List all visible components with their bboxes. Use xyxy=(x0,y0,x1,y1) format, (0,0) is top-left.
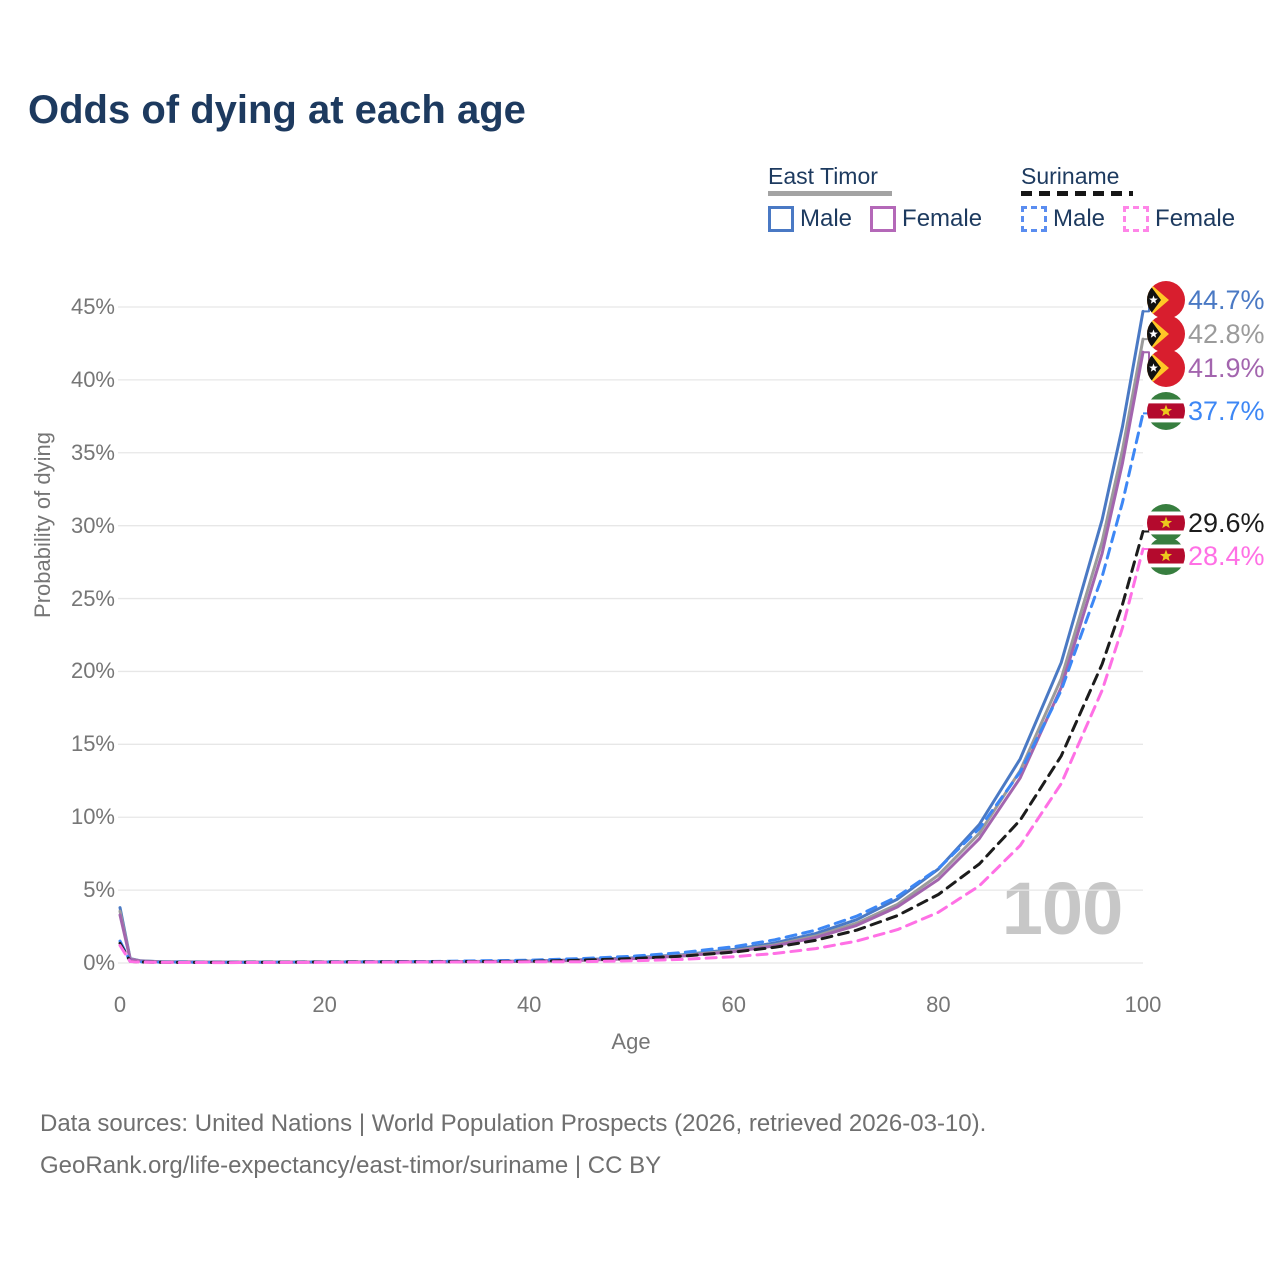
suriname-line-swatch xyxy=(1021,191,1133,196)
suriname-flag-icon xyxy=(1147,504,1185,542)
east-timor-flag-icon xyxy=(1147,349,1185,387)
legend-east-timor: East Timor Male Female xyxy=(768,163,982,233)
y-tick-label: 35% xyxy=(70,439,115,465)
y-tick-label: 45% xyxy=(70,294,115,319)
legend-item-suriname-male[interactable]: Male xyxy=(1021,205,1105,233)
y-tick-label: 10% xyxy=(70,804,115,830)
suriname-flag-icon xyxy=(1147,392,1185,430)
x-tick-label: 80 xyxy=(926,992,951,1017)
y-tick-label: 5% xyxy=(83,877,115,903)
suriname-flag-icon xyxy=(1147,537,1185,575)
suriname-female-swatch-icon xyxy=(1123,206,1150,232)
east-timor-flag-icon xyxy=(1147,315,1185,353)
y-tick-label: 40% xyxy=(70,366,115,392)
east-timor-female-swatch-icon xyxy=(870,206,897,232)
y-tick-label: 25% xyxy=(70,585,115,611)
legend-east-timor-male-label: Male xyxy=(800,205,853,232)
end-label-east-timor-female: 41.9% xyxy=(1188,353,1265,383)
legend-suriname-label: Suriname xyxy=(1021,163,1120,189)
y-tick-label: 15% xyxy=(70,731,115,757)
data-sources-text: Data sources: United Nations | World Pop… xyxy=(40,1110,987,1137)
x-tick-label: 60 xyxy=(721,992,747,1017)
x-tick-label: 100 xyxy=(1124,992,1162,1017)
y-tick-label: 0% xyxy=(83,950,115,975)
east-timor-line-swatch xyxy=(768,191,892,196)
series-line-east-timor-both[interactable] xyxy=(118,337,1145,964)
age-watermark: 100 xyxy=(1001,867,1123,950)
series-line-east-timor-female[interactable] xyxy=(118,350,1145,964)
end-label-suriname-male: 37.7% xyxy=(1188,396,1265,426)
legend-suriname-female-label: Female xyxy=(1155,205,1236,232)
y-tick-label: 20% xyxy=(70,658,115,684)
end-label-suriname-female: 28.4% xyxy=(1188,541,1265,571)
end-label-suriname-both: 29.6% xyxy=(1188,508,1265,538)
x-tick-label: 20 xyxy=(312,992,337,1017)
y-axis-title: Probability of dying xyxy=(30,432,55,618)
legend-item-east-timor-male[interactable]: Male xyxy=(768,205,852,233)
attribution-link-text[interactable]: GeoRank.org/life-expectancy/east-timor/s… xyxy=(40,1152,662,1179)
mortality-line-chart xyxy=(118,281,1185,965)
legend-suriname: Suriname Male Female xyxy=(1021,163,1235,233)
legend-east-timor-female-label: Female xyxy=(902,205,983,232)
series-line-suriname-male[interactable] xyxy=(118,411,1145,964)
end-label-east-timor-male: 44.7% xyxy=(1188,285,1265,315)
end-label-east-timor-both: 42.8% xyxy=(1188,319,1265,349)
series-line-east-timor-male[interactable] xyxy=(118,309,1145,964)
x-tick-label: 0 xyxy=(113,992,127,1017)
legend-east-timor-label: East Timor xyxy=(768,163,878,189)
series-line-suriname-both[interactable] xyxy=(118,530,1145,964)
suriname-male-swatch-icon xyxy=(1021,206,1047,232)
east-timor-male-swatch-icon xyxy=(768,206,794,232)
legend-suriname-male-label: Male xyxy=(1053,205,1106,232)
legend-item-suriname-female[interactable]: Female xyxy=(1123,205,1235,233)
legend-item-east-timor-female[interactable]: Female xyxy=(870,205,982,233)
series-line-suriname-female[interactable] xyxy=(118,547,1145,965)
x-axis-title: Age xyxy=(611,1029,651,1054)
x-tick-label: 40 xyxy=(516,992,542,1017)
y-tick-label: 30% xyxy=(70,512,115,538)
east-timor-flag-icon xyxy=(1147,281,1185,319)
page-title: Odds of dying at each age xyxy=(28,88,526,132)
